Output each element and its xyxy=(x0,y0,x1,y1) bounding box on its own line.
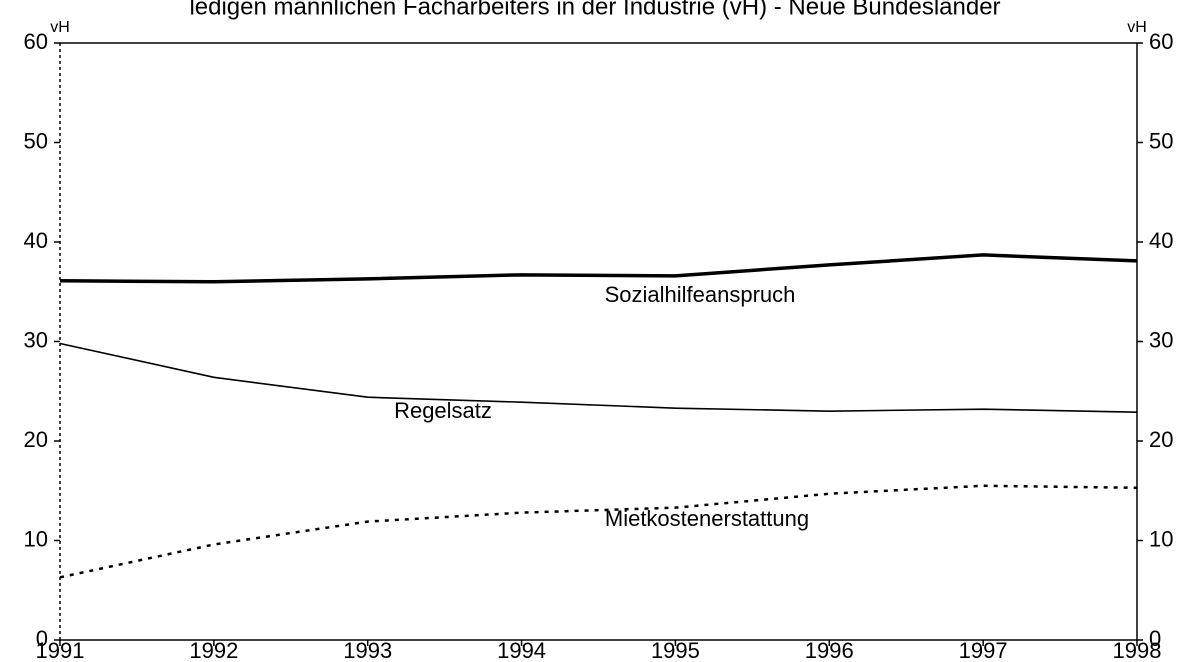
series-line xyxy=(59,342,1138,413)
y-tick-label: 10 xyxy=(24,526,48,551)
y2-tick-label: 10 xyxy=(1149,526,1173,551)
y-tick-label: 60 xyxy=(24,29,48,54)
y2-tick-label: 30 xyxy=(1149,327,1173,352)
y-tick-label: 50 xyxy=(24,128,48,153)
y-tick-label: 20 xyxy=(24,427,48,452)
y-tick-label: 40 xyxy=(24,228,48,253)
y2-tick-label: 50 xyxy=(1149,128,1173,153)
series-label: Regelsatz xyxy=(394,398,492,423)
y-tick-label: 30 xyxy=(24,327,48,352)
y2-tick-label: 20 xyxy=(1149,427,1173,452)
series-label: Sozialhilfeanspruch xyxy=(605,282,796,307)
y-axis-label: vH xyxy=(50,19,70,36)
series-label: Mietkostenerstattung xyxy=(605,506,809,531)
series-line xyxy=(59,484,1138,579)
y-tick-label: 0 xyxy=(36,626,48,651)
y2-axis-label: vH xyxy=(1127,19,1147,36)
y2-tick-label: 60 xyxy=(1149,29,1173,54)
y2-tick-label: 0 xyxy=(1149,626,1161,651)
series-line xyxy=(59,253,1138,284)
y2-tick-label: 40 xyxy=(1149,228,1173,253)
chart-title: ledigen männlichen Facharbeiters in der … xyxy=(189,0,1000,20)
